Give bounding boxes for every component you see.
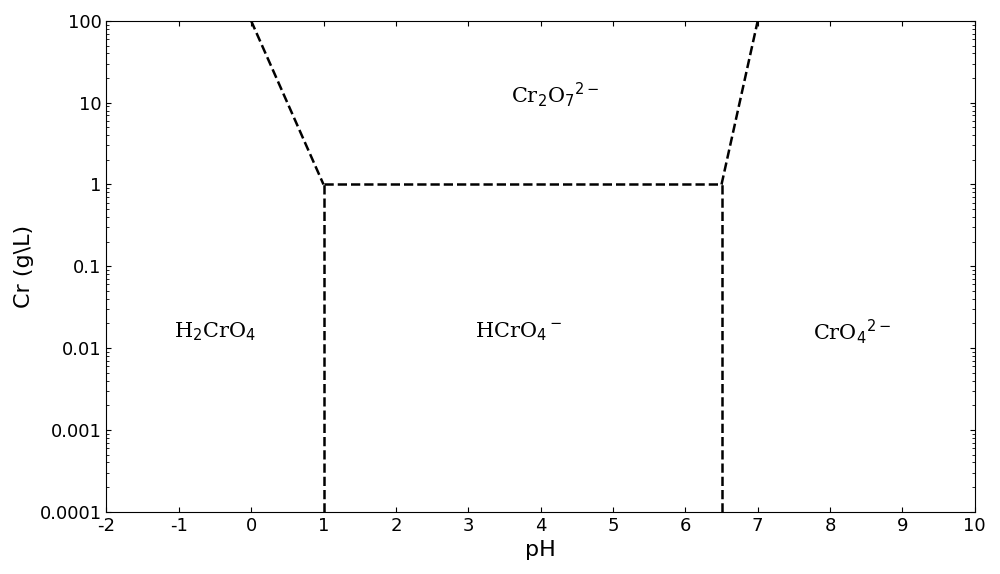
X-axis label: pH: pH [525,540,556,560]
Y-axis label: Cr (g\L): Cr (g\L) [14,225,34,308]
Text: H$_2$CrO$_4$: H$_2$CrO$_4$ [174,320,256,343]
Text: Cr$_2$O$_7$$^{2-}$: Cr$_2$O$_7$$^{2-}$ [511,80,599,109]
Text: CrO$_4$$^{2-}$: CrO$_4$$^{2-}$ [813,317,891,346]
Text: HCrO$_4$$^-$: HCrO$_4$$^-$ [475,320,562,343]
